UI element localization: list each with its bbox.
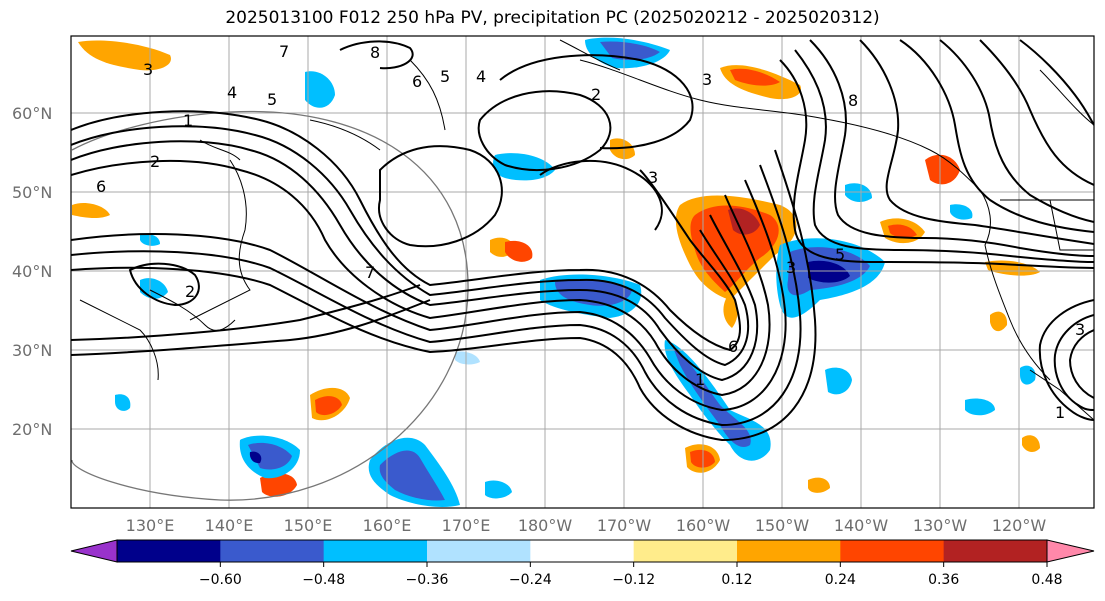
map-frame (70, 35, 1095, 509)
svg-text:3: 3 (1075, 320, 1085, 339)
lon-label: 160°W (676, 516, 731, 535)
colorbar-low-extension (70, 539, 118, 563)
lat-label: 50°N (12, 183, 52, 202)
svg-text:5: 5 (440, 67, 450, 86)
colorbar-tick-label: −0.36 (406, 572, 449, 588)
great-circle-outline (71, 110, 469, 501)
svg-text:8: 8 (848, 91, 858, 110)
colorbar-swatch (737, 540, 841, 562)
latitude-labels: 60°N 50°N 40°N 30°N 20°N (12, 104, 52, 439)
svg-text:6: 6 (96, 177, 106, 196)
map-area (71, 36, 1094, 508)
svg-text:3: 3 (648, 168, 658, 187)
svg-text:4: 4 (476, 67, 486, 86)
svg-text:5: 5 (835, 245, 845, 264)
svg-text:6: 6 (412, 72, 422, 91)
colorbar-swatch (117, 540, 221, 562)
svg-text:2: 2 (591, 85, 601, 104)
colorbar-swatch (633, 540, 738, 562)
svg-text:5: 5 (267, 90, 277, 109)
lon-label: 130°W (913, 516, 968, 535)
lon-label: 160°E (363, 516, 412, 535)
svg-text:7: 7 (279, 42, 289, 61)
colorbar-tick-label: 0.36 (928, 572, 959, 588)
contour-labels: 1 2 3 4 5 6 7 8 1 2 3 4 5 6 7 8 3 5 6 3 … (96, 42, 1085, 422)
colorbar-tick-label: −0.12 (612, 572, 655, 588)
colorbar-tick-label: −0.60 (199, 572, 242, 588)
svg-text:4: 4 (227, 83, 237, 102)
svg-text:1: 1 (183, 111, 193, 130)
colorbar-swatch (323, 540, 428, 562)
lon-label: 130°E (126, 516, 175, 535)
lon-label: 150°W (755, 516, 810, 535)
lat-label: 40°N (12, 262, 52, 281)
svg-text:2: 2 (150, 152, 160, 171)
lon-label: 140°W (834, 516, 889, 535)
svg-text:8: 8 (370, 43, 380, 62)
colorbar-swatch (220, 540, 325, 562)
colorbar-tick-label: 0.12 (721, 572, 752, 588)
svg-text:1: 1 (695, 370, 705, 389)
colorbar-frame (116, 539, 1048, 563)
colorbar-tick-label: −0.48 (302, 572, 345, 588)
colorbar-high-extension (1046, 539, 1095, 563)
lat-label: 30°N (12, 341, 52, 360)
svg-text:3: 3 (702, 70, 712, 89)
longitude-labels: 130°E 140°E 150°E 160°E 170°E 180°W 170°… (126, 516, 1047, 535)
svg-text:7: 7 (365, 263, 375, 282)
lon-label: 140°E (205, 516, 254, 535)
svg-text:2: 2 (185, 282, 195, 301)
lat-label: 60°N (12, 104, 52, 123)
lon-label: 170°W (597, 516, 652, 535)
lon-label: 150°E (284, 516, 333, 535)
lon-label: 120°W (992, 516, 1047, 535)
colorbar-tick-label: 0.24 (825, 572, 856, 588)
colorbar-tick-label: −0.24 (509, 572, 552, 588)
colorbar: −0.60 −0.48 −0.36 −0.24 −0.12 0.12 0.24 0.36 0.4… (70, 539, 1095, 588)
lat-label: 20°N (12, 420, 52, 439)
colorbar-swatch (840, 540, 945, 562)
lon-label: 180°W (518, 516, 573, 535)
svg-text:3: 3 (143, 60, 153, 79)
pv-contours (71, 39, 1094, 442)
svg-text:1: 1 (1055, 403, 1065, 422)
svg-text:6: 6 (728, 337, 738, 356)
colorbar-swatch (530, 540, 635, 562)
colorbar-swatch (427, 540, 531, 562)
svg-text:3: 3 (786, 258, 796, 277)
lon-label: 170°E (442, 516, 491, 535)
colorbar-tick-label: 0.48 (1031, 572, 1062, 588)
colorbar-swatch (943, 540, 1048, 562)
map-title: 2025013100 F012 250 hPa PV, precipitatio… (225, 8, 880, 28)
